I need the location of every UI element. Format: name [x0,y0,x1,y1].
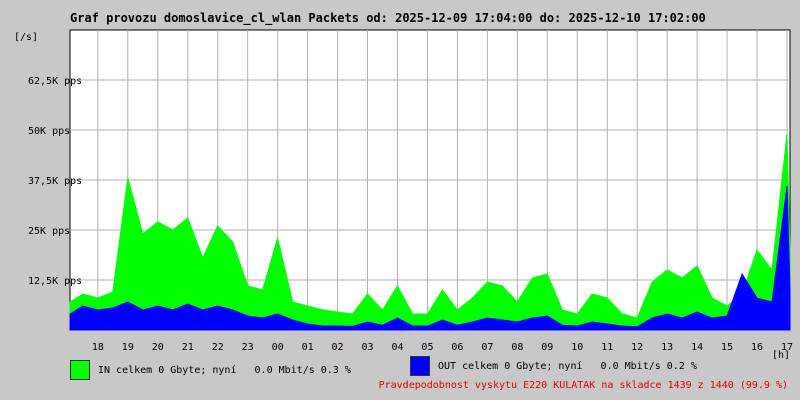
x-tick-label: 19 [122,342,134,353]
series-layer [69,133,791,331]
chart-title: Graf provozu domoslavice_cl_wlan Packets… [70,11,706,26]
y-tick-label: 37,5K pps [28,176,82,187]
x-tick-label: 21 [182,342,194,353]
x-tick-label: 18 [92,342,104,353]
legend-in-text: IN celkem 0 Gbyte; nyní 0.0 Mbit/s 0.3 % [98,364,351,376]
x-tick-label: 14 [691,342,703,353]
x-tick-label: 09 [541,342,553,353]
x-tick-label: 06 [451,342,463,353]
x-tick-label: 17 [781,342,793,353]
x-tick-label: 12 [631,342,643,353]
y-tick-label: 12,5K pps [28,276,82,287]
availability-note: Pravdepodobnost vyskytu E220 KULATAK na … [378,380,788,391]
y-tick-label: 25K pps [28,226,70,237]
x-tick-label: 20 [152,342,164,353]
y-axis-label: [/s] [14,32,38,43]
x-tick-label: 13 [661,342,673,353]
y-tick-label: 50K pps [28,126,70,137]
x-tick-label: 22 [212,342,224,353]
y-ticks: 12,5K pps 25K pps 37,5K pps 50K pps 62,5K pp… [28,76,82,287]
x-axis-label: [h] [772,350,790,361]
x-tick-label: 02 [332,342,344,353]
x-tick-label: 16 [751,342,763,353]
x-tick-label: 05 [421,342,433,353]
x-tick-label: 07 [481,342,493,353]
x-tick-label: 10 [571,342,583,353]
legend-out-swatch [410,356,430,376]
legend-in: IN celkem 0 Gbyte; nyní 0.0 Mbit/s 0.3 % [70,359,351,381]
x-tick-label: 11 [601,342,613,353]
y-tick-label: 62,5K pps [28,76,82,87]
legend-in-swatch [70,360,90,380]
x-ticks: 18 19 20 21 22 23 00 01 02 03 04 05 06 07 08 09 10 11 12 13… [92,342,793,353]
x-tick-label: 00 [272,342,284,353]
x-tick-label: 03 [362,342,374,353]
x-tick-label: 23 [242,342,254,353]
series-area-out [69,185,791,331]
legend-out: OUT celkem 0 Gbyte; nyní 0.0 Mbit/s 0.2 … [410,355,697,377]
x-tick-label: 15 [721,342,733,353]
x-tick-label: 04 [391,342,403,353]
legend-out-text: OUT celkem 0 Gbyte; nyní 0.0 Mbit/s 0.2 … [438,360,697,372]
x-tick-label: 08 [511,342,523,353]
x-tick-label: 01 [302,342,314,353]
